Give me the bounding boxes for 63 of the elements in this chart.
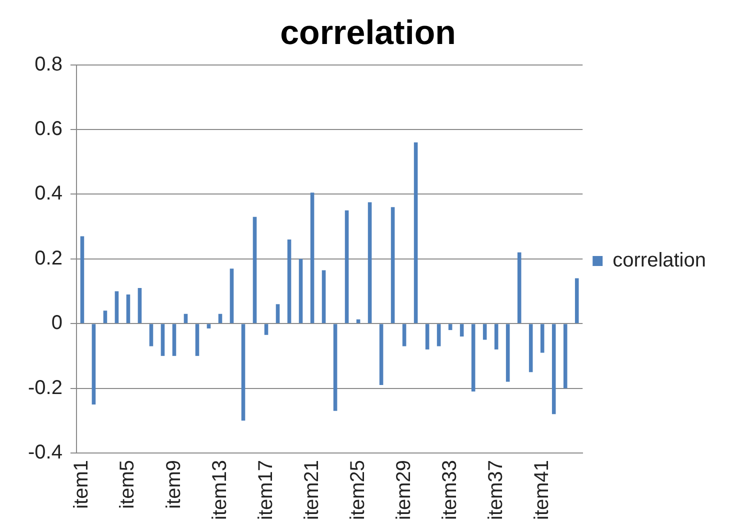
bar xyxy=(172,324,176,356)
bar xyxy=(436,324,441,346)
x-tick-label: item25 xyxy=(346,460,369,520)
bar xyxy=(402,324,406,346)
bar xyxy=(471,324,476,392)
x-tick-label: item13 xyxy=(208,460,231,520)
x-tick-label: item37 xyxy=(484,460,507,520)
bar xyxy=(310,192,314,324)
bar xyxy=(390,207,395,324)
bar xyxy=(379,324,384,386)
bar xyxy=(368,202,372,324)
bar xyxy=(517,252,522,324)
legend-label: correlation xyxy=(612,250,706,272)
bar xyxy=(218,314,222,324)
bar xyxy=(126,294,130,324)
bar xyxy=(287,239,292,324)
bar xyxy=(344,210,349,324)
x-tick-label: item5 xyxy=(116,460,139,509)
bar xyxy=(540,324,544,353)
y-tick-label: 0.4 xyxy=(34,182,62,205)
y-tick-label: -0.2 xyxy=(28,376,62,399)
x-tick-label: item29 xyxy=(392,460,415,520)
y-tick-label: 0 xyxy=(51,312,62,334)
x-tick-label: item21 xyxy=(300,460,323,520)
bar xyxy=(414,142,418,324)
bar xyxy=(241,324,246,421)
bar xyxy=(184,314,188,324)
bar xyxy=(298,258,303,324)
x-tick-label: item33 xyxy=(438,460,461,520)
bar xyxy=(506,324,510,382)
bar xyxy=(276,304,280,324)
bar xyxy=(494,324,498,350)
x-tick-label: item17 xyxy=(254,460,277,520)
bar xyxy=(206,324,211,328)
bar xyxy=(552,324,556,414)
bar xyxy=(322,270,326,324)
bar xyxy=(160,324,165,356)
bar xyxy=(80,236,84,324)
bar xyxy=(482,324,487,340)
bar xyxy=(460,324,464,337)
bar xyxy=(103,310,108,324)
bar xyxy=(425,324,430,350)
bar xyxy=(264,324,268,335)
x-tick-label: item1 xyxy=(70,460,93,509)
y-tick-label: 0.8 xyxy=(34,53,62,76)
bar xyxy=(114,291,119,324)
y-tick-label: -0.4 xyxy=(28,441,62,464)
chart-title: correlation xyxy=(280,14,456,52)
bar xyxy=(230,268,234,324)
bar xyxy=(563,324,568,388)
bar xyxy=(252,216,257,324)
bar xyxy=(92,324,96,404)
bar xyxy=(195,324,200,356)
bar xyxy=(574,278,579,324)
y-tick-label: 0.2 xyxy=(34,247,62,270)
bar xyxy=(138,288,142,324)
bar xyxy=(149,324,154,346)
bar xyxy=(448,324,452,330)
bar xyxy=(333,324,338,411)
bar xyxy=(528,324,533,372)
x-tick-label: item9 xyxy=(162,460,185,509)
y-tick-label: 0.6 xyxy=(34,118,62,140)
x-tick-label: item41 xyxy=(530,460,553,520)
